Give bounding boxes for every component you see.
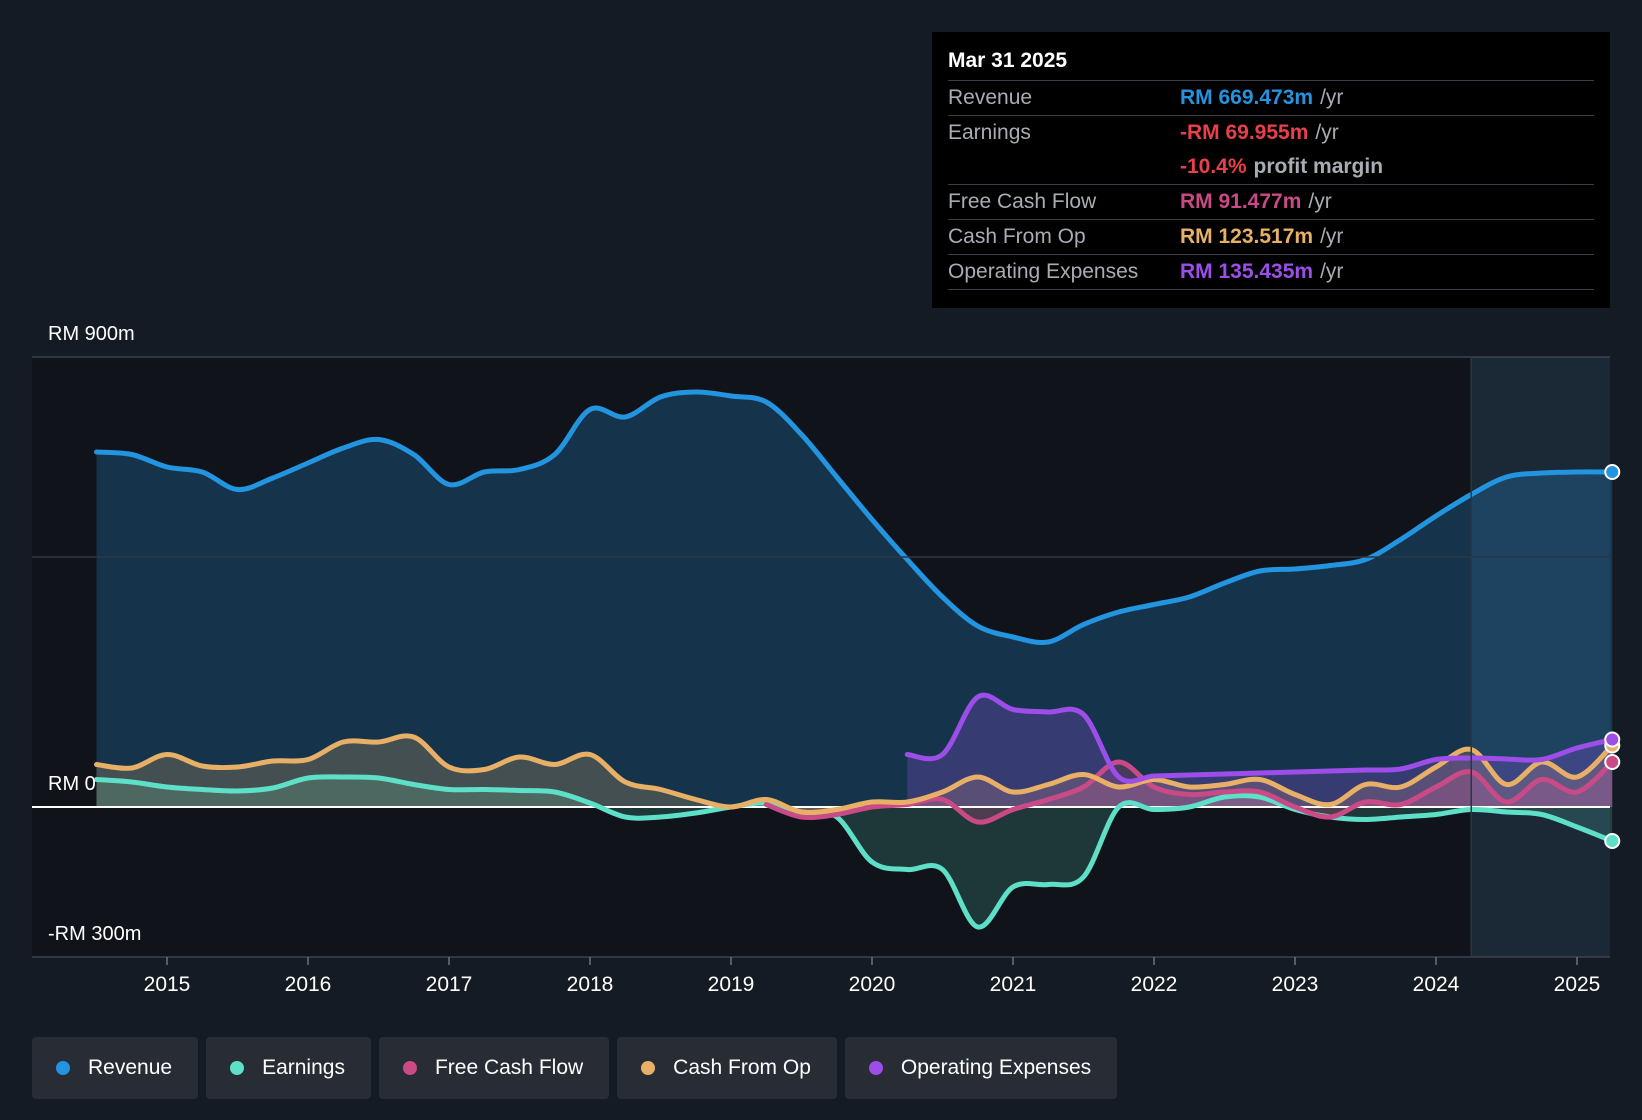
earnings-line (94, 774, 1615, 930)
tooltip-value: RM 91.477m (1180, 190, 1302, 213)
cash-from-op-line (94, 733, 1615, 816)
tooltip-panel: Mar 31 2025 Revenue RM 669.473m /yr Earn… (932, 32, 1610, 308)
earnings-end-marker[interactable] (1604, 833, 1621, 849)
tooltip-row-revenue: Revenue RM 669.473m /yr (948, 80, 1594, 115)
operating-expenses-area (907, 695, 1613, 807)
x-tick-label: 2023 (1272, 973, 1319, 996)
x-tick-label: 2024 (1413, 973, 1460, 996)
legend: Revenue Earnings Free Cash Flow Cash Fro… (32, 1037, 1118, 1099)
tooltip-unit: profit margin (1253, 155, 1384, 178)
legend-item-operating-expenses[interactable]: Operating Expenses (844, 1037, 1118, 1099)
legend-dot-icon (230, 1061, 245, 1075)
x-tick-label: 2020 (849, 973, 896, 996)
legend-item-revenue[interactable]: Revenue (32, 1037, 199, 1099)
tooltip-label: Revenue (948, 86, 1033, 109)
y-label-top: RM 900m (48, 323, 135, 345)
legend-label: Operating Expenses (900, 1056, 1092, 1079)
tooltip-label: Free Cash Flow (948, 190, 1097, 213)
legend-dot-icon (56, 1061, 70, 1075)
operating-expenses-end-marker[interactable] (1604, 731, 1621, 748)
x-tick-label: 2015 (144, 973, 191, 996)
y-axis-labels: RM 900m RM 0 -RM 300m (48, 323, 141, 945)
x-axis: 2015 2016 2017 2018 2019 2020 2021 2022 2023 2024… (144, 957, 1601, 996)
tooltip-row-operating-expenses: Operating Expenses RM 135.435m /yr (948, 254, 1594, 290)
x-tick-label: 2017 (426, 973, 473, 996)
legend-label: Earnings (262, 1056, 345, 1079)
revenue-line (94, 389, 1615, 645)
tooltip-date: Mar 31 2025 (948, 49, 1068, 72)
free-cash-flow-end-marker[interactable] (1604, 754, 1621, 770)
tooltip-value: -10.4% (1180, 155, 1247, 178)
tooltip-row-free-cash-flow: Free Cash Flow RM 91.477m /yr (948, 184, 1594, 219)
x-tick-label: 2021 (990, 973, 1037, 996)
tooltip-row-earnings: Earnings -RM 69.955m /yr (948, 115, 1594, 150)
tooltip-label: Operating Expenses (948, 260, 1139, 283)
legend-dot-icon (402, 1061, 417, 1075)
tooltip-unit: /yr (1320, 86, 1344, 109)
tooltip-unit: /yr (1308, 190, 1332, 213)
operating-expenses-line (904, 692, 1615, 784)
tooltip-value: RM 669.473m (1180, 86, 1314, 109)
x-tick-label: 2019 (708, 973, 755, 996)
tooltip-value: -RM 69.955m (1180, 121, 1309, 144)
legend-item-free-cash-flow[interactable]: Free Cash Flow (378, 1037, 610, 1099)
legend-label: Revenue (88, 1056, 173, 1079)
y-label-bottom: -RM 300m (48, 923, 141, 945)
tooltip-unit: /yr (1315, 121, 1339, 144)
legend-item-cash-from-op[interactable]: Cash From Op (617, 1037, 837, 1099)
x-tick-label: 2018 (567, 973, 614, 996)
legend-label: Free Cash Flow (434, 1056, 584, 1079)
x-tick-label: 2016 (285, 973, 332, 996)
legend-label: Cash From Op (673, 1056, 811, 1079)
y-label-zero: RM 0 (48, 773, 96, 795)
revenue-area (96, 391, 1613, 807)
tooltip-label: Earnings (948, 121, 1031, 144)
tooltip-row-profit-margin: -10.4% profit margin (948, 150, 1594, 184)
tooltip-value: RM 135.435m (1180, 260, 1314, 283)
tooltip-unit: /yr (1320, 225, 1344, 248)
history-band (32, 357, 1472, 957)
legend-dot-icon (868, 1061, 883, 1075)
tooltip-unit: /yr (1320, 260, 1344, 283)
legend-item-earnings[interactable]: Earnings (206, 1037, 371, 1099)
gridlines (32, 356, 1610, 958)
tooltip-row-cash-from-op: Cash From Op RM 123.517m /yr (948, 219, 1594, 254)
x-tick-label: 2025 (1554, 973, 1601, 996)
x-tick-label: 2022 (1131, 973, 1178, 996)
tooltip-label: Cash From Op (948, 225, 1086, 248)
legend-dot-icon (641, 1061, 656, 1075)
tooltip-value: RM 123.517m (1180, 225, 1314, 248)
revenue-end-marker[interactable] (1604, 464, 1621, 480)
forecast-band (1471, 357, 1610, 957)
